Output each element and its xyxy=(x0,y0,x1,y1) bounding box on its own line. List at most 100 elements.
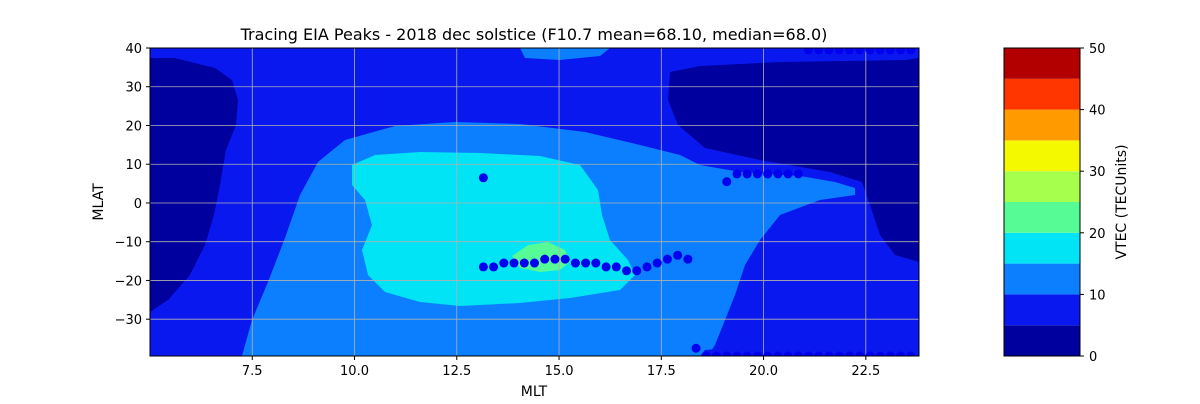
peak-marker xyxy=(570,258,580,268)
peak-marker xyxy=(896,351,906,356)
x-tick-label: 22.5 xyxy=(851,364,880,379)
peak-marker xyxy=(834,48,844,55)
peak-marker xyxy=(906,48,916,55)
y-tick-label: 0 xyxy=(134,197,142,212)
peak-marker xyxy=(499,258,509,268)
colorbar-segment xyxy=(1004,232,1080,264)
colorbar-label: VTEC (TECUnits) xyxy=(1114,144,1130,259)
peak-marker xyxy=(732,169,742,179)
colorbar-segment xyxy=(1004,78,1080,110)
peak-marker xyxy=(530,258,539,268)
peak-marker xyxy=(865,351,875,356)
colorbar-segment xyxy=(1004,140,1080,172)
y-tick-label: −20 xyxy=(115,274,142,289)
peak-marker xyxy=(804,351,814,356)
y-tick-label: 10 xyxy=(125,158,142,173)
colorbar-segment xyxy=(1004,202,1080,233)
colorbar-segment xyxy=(1004,171,1080,202)
x-tick-label: 7.5 xyxy=(242,364,263,379)
peak-marker xyxy=(489,262,499,272)
peak-marker xyxy=(712,351,722,356)
peak-marker xyxy=(783,169,793,179)
x-tick-label: 15.0 xyxy=(545,364,574,379)
peak-marker xyxy=(632,266,642,276)
peak-marker xyxy=(865,48,875,55)
peak-marker xyxy=(844,48,854,55)
peak-marker xyxy=(834,351,844,356)
y-axis-label: MLAT xyxy=(91,183,107,221)
peak-marker xyxy=(875,48,885,55)
colorbar-tick-label: 40 xyxy=(1089,104,1106,119)
peak-marker xyxy=(722,351,732,356)
peak-marker xyxy=(752,169,762,179)
peak-marker xyxy=(673,250,683,260)
peak-marker xyxy=(732,351,742,356)
contour-15-20 xyxy=(352,152,635,306)
colorbar-segment xyxy=(1004,109,1080,141)
peak-marker xyxy=(763,169,773,179)
x-axis: 7.5 10.0 12.5 15.0 17.5 20.0 22.5 xyxy=(242,356,880,379)
y-tick-label: 40 xyxy=(125,42,142,57)
peak-marker xyxy=(550,254,560,264)
peak-marker xyxy=(683,254,693,264)
peak-marker xyxy=(824,351,834,356)
peak-marker xyxy=(906,351,916,356)
peak-marker xyxy=(763,351,773,356)
contour-0-5-right xyxy=(668,58,919,262)
peak-marker xyxy=(519,258,529,268)
y-axis: 40 30 20 10 0 −10 −20 −30 xyxy=(115,42,150,328)
peak-marker xyxy=(885,351,895,356)
peak-marker xyxy=(722,177,732,187)
y-tick-label: −10 xyxy=(115,236,142,251)
peak-marker xyxy=(591,258,601,268)
colorbar-tick-label: 20 xyxy=(1089,227,1106,242)
y-tick-label: −30 xyxy=(115,313,142,328)
peak-marker xyxy=(875,351,885,356)
peak-marker xyxy=(509,258,519,268)
peak-marker xyxy=(622,266,632,276)
x-tick-label: 20.0 xyxy=(749,364,778,379)
chart-title: Tracing EIA Peaks - 2018 dec solstice (F… xyxy=(240,25,828,44)
colorbar-frame xyxy=(1003,47,1081,357)
peak-marker xyxy=(752,351,762,356)
y-tick-label: 20 xyxy=(125,119,142,134)
peak-marker xyxy=(814,351,824,356)
peak-markers xyxy=(478,48,916,356)
colorbar-segment xyxy=(1004,48,1080,79)
peak-marker xyxy=(652,258,662,268)
peak-marker xyxy=(581,258,591,268)
peak-marker xyxy=(793,169,803,179)
colorbar-tick-label: 0 xyxy=(1089,350,1097,365)
peak-marker xyxy=(855,351,865,356)
peak-marker xyxy=(742,351,752,356)
peak-marker xyxy=(560,254,570,264)
peak-marker xyxy=(814,48,824,55)
x-tick-label: 10.0 xyxy=(340,364,369,379)
peak-marker xyxy=(896,48,906,55)
x-tick-label: 17.5 xyxy=(647,364,676,379)
peak-marker xyxy=(742,169,752,179)
peak-marker xyxy=(793,351,803,356)
y-tick-label: 30 xyxy=(125,81,142,96)
colorbar-segment xyxy=(1004,294,1080,326)
contour-0-5-left xyxy=(150,58,238,312)
peak-marker xyxy=(824,48,834,55)
peak-marker xyxy=(601,262,611,272)
peak-marker xyxy=(773,169,783,179)
peak-marker xyxy=(885,48,895,55)
colorbar-tick-label: 30 xyxy=(1089,165,1106,180)
plot-frame xyxy=(149,47,920,357)
peak-marker xyxy=(701,351,711,356)
colorbar: 50 40 30 20 10 0 xyxy=(1003,42,1106,365)
peak-marker xyxy=(662,254,672,264)
peak-marker xyxy=(478,173,488,183)
colorbar-tick-label: 50 xyxy=(1089,42,1106,57)
peak-marker xyxy=(540,254,550,264)
peak-marker xyxy=(783,351,793,356)
peak-marker xyxy=(478,262,488,272)
peak-marker xyxy=(804,48,814,55)
peak-marker xyxy=(855,48,865,55)
peak-marker xyxy=(642,262,652,272)
